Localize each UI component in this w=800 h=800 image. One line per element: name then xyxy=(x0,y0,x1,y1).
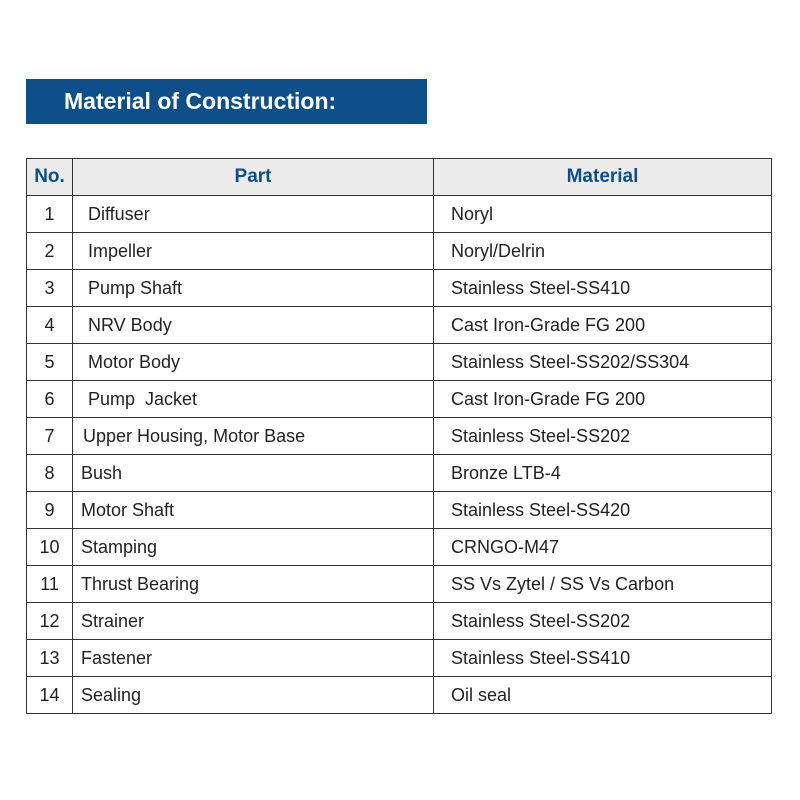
table-row: 9 Motor Shaft Stainless Steel-SS420 xyxy=(26,491,772,529)
cell-part: Upper Housing, Motor Base xyxy=(72,417,434,455)
table-row: 3 Pump Shaft Stainless Steel-SS410 xyxy=(26,269,772,307)
cell-part: Pump Shaft xyxy=(72,269,434,307)
table-row: 4 NRV Body Cast Iron-Grade FG 200 xyxy=(26,306,772,344)
cell-part: Strainer xyxy=(72,602,434,640)
cell-material: Cast Iron-Grade FG 200 xyxy=(433,306,772,344)
cell-part: Pump Jacket xyxy=(72,380,434,418)
cell-part: Motor Body xyxy=(72,343,434,381)
header-material: Material xyxy=(433,158,772,196)
table-row: 7 Upper Housing, Motor Base Stainless Stee… xyxy=(26,417,772,455)
table-row: 13 Fastener Stainless Steel-SS410 xyxy=(26,639,772,677)
table-row: 2 Impeller Noryl/Delrin xyxy=(26,232,772,270)
cell-part: Thrust Bearing xyxy=(72,565,434,603)
cell-part: Bush xyxy=(72,454,434,492)
header-part: Part xyxy=(72,158,434,196)
cell-part: Stamping xyxy=(72,528,434,566)
cell-material: Bronze LTB-4 xyxy=(433,454,772,492)
cell-material: Noryl/Delrin xyxy=(433,232,772,270)
cell-no: 2 xyxy=(26,232,73,270)
cell-part: Sealing xyxy=(72,676,434,714)
section-title-banner: Material of Construction: xyxy=(26,79,427,124)
cell-no: 13 xyxy=(26,639,73,677)
cell-no: 4 xyxy=(26,306,73,344)
table-row: 11 Thrust Bearing SS Vs Zytel / SS Vs Carb… xyxy=(26,565,772,603)
cell-material: Cast Iron-Grade FG 200 xyxy=(433,380,772,418)
cell-material: Stainless Steel-SS420 xyxy=(433,491,772,529)
cell-no: 8 xyxy=(26,454,73,492)
cell-part: NRV Body xyxy=(72,306,434,344)
cell-material: Noryl xyxy=(433,195,772,233)
cell-no: 10 xyxy=(26,528,73,566)
cell-part: Diffuser xyxy=(72,195,434,233)
cell-material: Stainless Steel-SS410 xyxy=(433,269,772,307)
materials-table: No. Part Material 1 Diffuser Noryl 2 Impelle… xyxy=(26,158,772,714)
cell-material: CRNGO-M47 xyxy=(433,528,772,566)
cell-no: 5 xyxy=(26,343,73,381)
cell-no: 3 xyxy=(26,269,73,307)
cell-no: 9 xyxy=(26,491,73,529)
table-row: 5 Motor Body Stainless Steel-SS202/SS304 xyxy=(26,343,772,381)
cell-no: 12 xyxy=(26,602,73,640)
cell-no: 1 xyxy=(26,195,73,233)
cell-part: Impeller xyxy=(72,232,434,270)
cell-no: 6 xyxy=(26,380,73,418)
cell-material: Oil seal xyxy=(433,676,772,714)
cell-material: SS Vs Zytel / SS Vs Carbon xyxy=(433,565,772,603)
table-row: 14 Sealing Oil seal xyxy=(26,676,772,714)
header-no: No. xyxy=(26,158,73,196)
cell-material: Stainless Steel-SS202/SS304 xyxy=(433,343,772,381)
cell-no: 14 xyxy=(26,676,73,714)
table-row: 1 Diffuser Noryl xyxy=(26,195,772,233)
table-header-row: No. Part Material xyxy=(26,158,772,196)
cell-material: Stainless Steel-SS410 xyxy=(433,639,772,677)
cell-material: Stainless Steel-SS202 xyxy=(433,417,772,455)
cell-material: Stainless Steel-SS202 xyxy=(433,602,772,640)
table-row: 6 Pump Jacket Cast Iron-Grade FG 200 xyxy=(26,380,772,418)
cell-no: 7 xyxy=(26,417,73,455)
cell-no: 11 xyxy=(26,565,73,603)
table-row: 10 Stamping CRNGO-M47 xyxy=(26,528,772,566)
cell-part: Motor Shaft xyxy=(72,491,434,529)
cell-part: Fastener xyxy=(72,639,434,677)
table-row: 8 Bush Bronze LTB-4 xyxy=(26,454,772,492)
table-row: 12 Strainer Stainless Steel-SS202 xyxy=(26,602,772,640)
